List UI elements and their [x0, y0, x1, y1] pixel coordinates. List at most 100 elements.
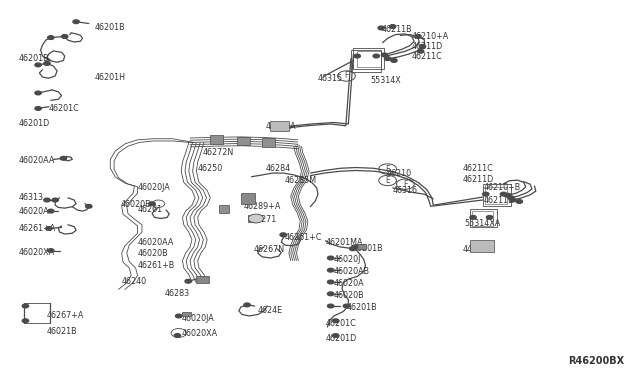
- Circle shape: [516, 200, 522, 203]
- Text: 46020A: 46020A: [334, 279, 364, 288]
- Text: 46020JA: 46020JA: [138, 183, 170, 192]
- Bar: [241, 193, 255, 205]
- Circle shape: [349, 247, 356, 251]
- Circle shape: [483, 192, 489, 196]
- Circle shape: [508, 196, 515, 200]
- Circle shape: [86, 205, 92, 208]
- Circle shape: [35, 91, 41, 95]
- Text: 46313: 46313: [19, 193, 44, 202]
- Text: 46267+A: 46267+A: [47, 311, 84, 320]
- Circle shape: [61, 35, 68, 38]
- Text: 46267N: 46267N: [253, 245, 285, 254]
- Circle shape: [390, 25, 396, 28]
- Circle shape: [328, 304, 334, 308]
- Text: 46201C: 46201C: [326, 319, 356, 328]
- Circle shape: [470, 215, 476, 219]
- Text: 44020A: 44020A: [462, 245, 493, 254]
- Text: 46201D: 46201D: [326, 334, 357, 343]
- Circle shape: [22, 304, 29, 308]
- Text: 46211C: 46211C: [412, 52, 442, 61]
- Bar: [472, 211, 493, 226]
- Text: 46201C: 46201C: [49, 104, 79, 113]
- Text: 46211C: 46211C: [462, 164, 493, 173]
- Text: 46201B: 46201B: [346, 303, 377, 312]
- Circle shape: [328, 280, 334, 284]
- Text: 46020B: 46020B: [334, 291, 364, 300]
- Circle shape: [419, 45, 426, 48]
- Text: 46210+A: 46210+A: [412, 32, 449, 41]
- Circle shape: [417, 49, 424, 53]
- Bar: [24, 303, 50, 323]
- Bar: [211, 135, 223, 144]
- Bar: [355, 244, 366, 249]
- Bar: [356, 51, 381, 67]
- Text: 46020XA: 46020XA: [19, 248, 55, 257]
- Circle shape: [47, 36, 54, 39]
- Circle shape: [391, 59, 397, 62]
- Bar: [485, 187, 508, 205]
- Text: 46285M: 46285M: [285, 176, 317, 185]
- Circle shape: [35, 63, 41, 67]
- Text: 46315: 46315: [318, 74, 343, 83]
- Text: 46283: 46283: [164, 289, 190, 298]
- Text: 44020A: 44020A: [266, 122, 297, 131]
- Circle shape: [500, 192, 507, 196]
- Circle shape: [244, 303, 250, 307]
- Text: 46211D: 46211D: [412, 42, 443, 51]
- Text: 46211D: 46211D: [462, 175, 493, 184]
- Text: 46272N: 46272N: [203, 148, 234, 157]
- Circle shape: [44, 198, 50, 202]
- Circle shape: [505, 193, 511, 197]
- Circle shape: [174, 334, 180, 337]
- Circle shape: [44, 62, 50, 65]
- Circle shape: [35, 107, 41, 110]
- Circle shape: [149, 202, 156, 206]
- Circle shape: [175, 314, 182, 318]
- Text: E: E: [385, 176, 390, 185]
- Text: 46284: 46284: [266, 164, 291, 173]
- Bar: [470, 240, 494, 252]
- Bar: [220, 205, 229, 212]
- Circle shape: [373, 54, 380, 58]
- Circle shape: [351, 245, 358, 249]
- Text: 46271: 46271: [252, 215, 276, 224]
- Text: E: E: [385, 164, 390, 173]
- Text: 46020AA: 46020AA: [138, 238, 174, 247]
- Text: 46289+A: 46289+A: [243, 202, 280, 211]
- Text: 46261+B: 46261+B: [138, 261, 175, 270]
- Bar: [351, 50, 381, 71]
- Circle shape: [60, 157, 67, 160]
- Circle shape: [333, 334, 339, 337]
- Circle shape: [328, 268, 334, 272]
- Circle shape: [280, 233, 286, 237]
- Text: 46201B: 46201B: [19, 54, 50, 63]
- Circle shape: [248, 214, 264, 223]
- Circle shape: [510, 198, 516, 202]
- Bar: [196, 276, 209, 283]
- Text: 46020AB: 46020AB: [334, 267, 370, 276]
- Text: 46020J: 46020J: [334, 255, 361, 264]
- Circle shape: [486, 215, 493, 219]
- Circle shape: [343, 304, 349, 308]
- Text: 4624E: 4624E: [258, 306, 283, 315]
- Text: 46201H: 46201H: [95, 73, 126, 81]
- Circle shape: [185, 279, 191, 283]
- Circle shape: [47, 249, 54, 253]
- Text: 46201D: 46201D: [19, 119, 51, 128]
- Text: 46250: 46250: [198, 164, 223, 173]
- Text: 46020A: 46020A: [19, 207, 50, 217]
- Circle shape: [52, 198, 58, 202]
- Text: 46210: 46210: [387, 169, 412, 177]
- Text: F: F: [344, 71, 349, 80]
- Circle shape: [378, 26, 385, 30]
- Circle shape: [381, 53, 388, 57]
- Text: 46020JA: 46020JA: [182, 314, 214, 323]
- Circle shape: [328, 256, 334, 260]
- Text: 46210+B: 46210+B: [484, 183, 521, 192]
- Circle shape: [47, 209, 54, 213]
- Text: F: F: [403, 180, 408, 189]
- Circle shape: [328, 292, 334, 296]
- Bar: [262, 138, 275, 147]
- Text: 46261+C: 46261+C: [285, 233, 323, 242]
- Bar: [470, 209, 497, 227]
